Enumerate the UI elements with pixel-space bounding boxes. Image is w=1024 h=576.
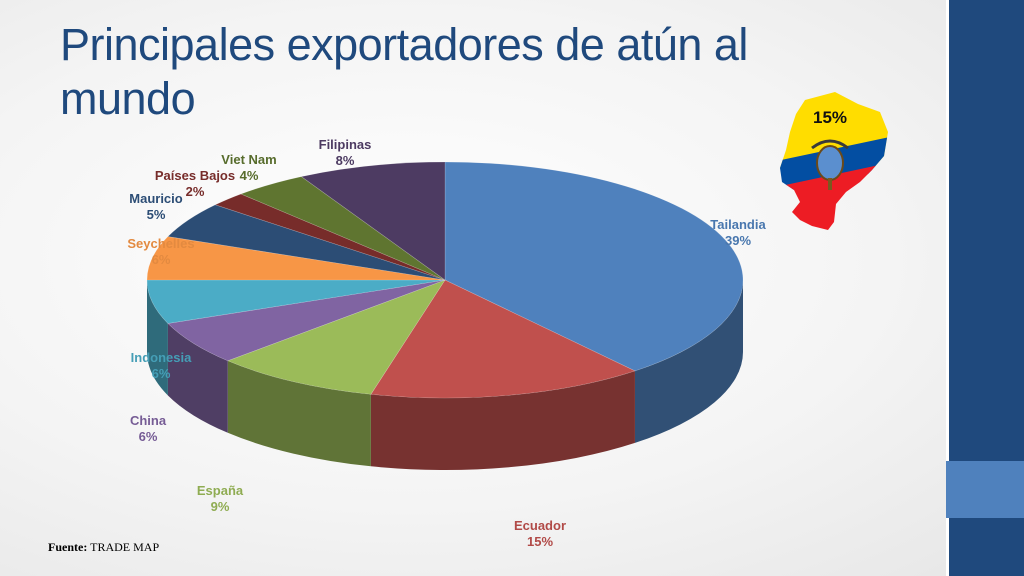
- label-name-viet-nam: Viet Nam: [221, 152, 276, 167]
- label-name-seychelles: Seychelles: [127, 236, 194, 251]
- label-name-china: China: [130, 413, 167, 428]
- slice-paises-bajos: [214, 193, 446, 281]
- pie-labels: Tailandia39%Ecuador15%España9%China6%Ind…: [127, 137, 766, 549]
- label-name-paises-bajos: Países Bajos: [155, 168, 235, 183]
- pie-chart: Tailandia39%Ecuador15%España9%China6%Ind…: [127, 92, 888, 549]
- slice-side-tailandia: [634, 280, 743, 443]
- sidebar-accent-block: [946, 461, 1024, 518]
- label-name-indonesia: Indonesia: [131, 350, 192, 365]
- label-name-espana: España: [197, 483, 244, 498]
- slice-indonesia: [146, 279, 446, 324]
- label-value-mauricio: 5%: [147, 207, 166, 222]
- slice-side-china: [167, 323, 228, 433]
- source-footer: Fuente: TRADE MAP: [48, 540, 159, 555]
- slice-filipinas: [300, 161, 446, 281]
- slice-side-indonesia: [147, 280, 168, 396]
- label-value-viet-nam: 4%: [240, 168, 259, 183]
- pie-top: [146, 161, 744, 399]
- slice-side-espana: [227, 360, 371, 467]
- label-value-filipinas: 8%: [336, 153, 355, 168]
- label-value-paises-bajos: 2%: [186, 184, 205, 199]
- slice-ecuador: [370, 279, 636, 399]
- label-value-indonesia: 6%: [152, 366, 171, 381]
- label-name-tailandia: Tailandia: [710, 217, 766, 232]
- label-name-mauricio: Mauricio: [129, 191, 183, 206]
- slice-mauricio: [167, 204, 446, 281]
- label-value-tailandia: 39%: [725, 233, 751, 248]
- slice-viet-nam: [240, 176, 446, 281]
- label-name-filipinas: Filipinas: [319, 137, 372, 152]
- source-footer-label: Fuente:: [48, 540, 88, 554]
- label-value-seychelles: 6%: [152, 252, 171, 267]
- slice-side-ecuador: [370, 370, 635, 471]
- label-value-ecuador: 15%: [527, 534, 553, 549]
- slice-china: [167, 279, 446, 362]
- pie-sides: [147, 280, 743, 471]
- label-value-espana: 9%: [211, 499, 230, 514]
- slide-title: Principales exportadores de atún al mund…: [60, 19, 748, 124]
- label-value-china: 6%: [139, 429, 158, 444]
- slice-tailandia: [444, 161, 744, 372]
- source-footer-value: TRADE MAP: [90, 540, 160, 554]
- label-name-ecuador: Ecuador: [514, 518, 566, 533]
- sidebar-divider: [946, 0, 949, 576]
- slice-espana: [226, 279, 446, 395]
- map-badge: 15%: [813, 108, 848, 127]
- slice-seychelles: [146, 236, 446, 281]
